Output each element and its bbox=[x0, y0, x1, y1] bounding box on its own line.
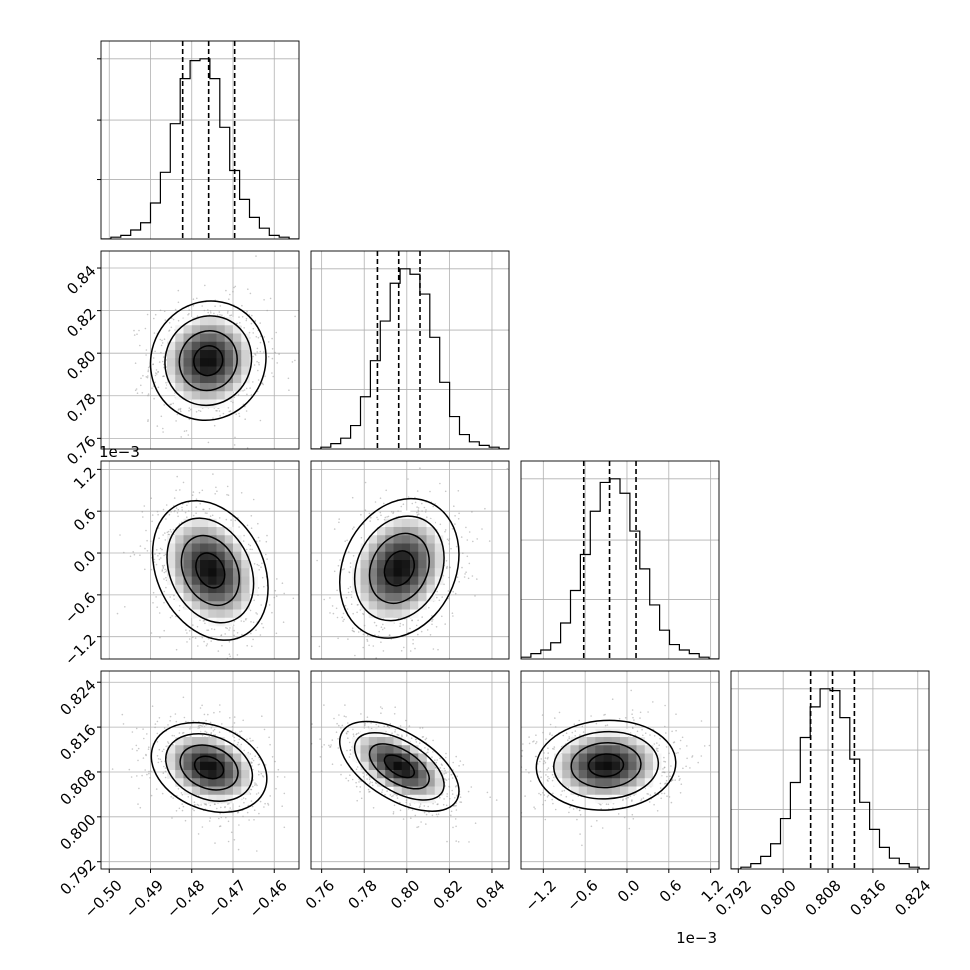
y-tick-label: 0.6 bbox=[70, 505, 100, 535]
hist-panel-0 bbox=[97, 40, 300, 240]
x-tick-label: −0.48 bbox=[163, 876, 208, 921]
histogram-step bbox=[101, 58, 299, 239]
x-tick-label: −0.49 bbox=[122, 876, 167, 921]
axes-frame bbox=[310, 670, 510, 870]
x-tick-label: 0.6 bbox=[656, 876, 686, 906]
contour-line bbox=[587, 753, 625, 778]
axes-frame bbox=[100, 460, 300, 660]
x-tick-label: −0.47 bbox=[204, 876, 249, 921]
contours bbox=[150, 721, 268, 814]
x-tick-label: 0.84 bbox=[472, 876, 508, 912]
contours bbox=[149, 300, 267, 422]
contours bbox=[338, 720, 460, 812]
contour-line bbox=[193, 755, 225, 780]
scatter-panel-1-3 bbox=[310, 670, 510, 873]
contours bbox=[338, 497, 460, 639]
y-tick-label: 0.76 bbox=[63, 432, 99, 468]
density-cells bbox=[554, 728, 662, 804]
hist-panel-2 bbox=[520, 460, 720, 660]
contour-line bbox=[338, 720, 460, 812]
contour-line bbox=[180, 534, 240, 607]
x-tick-label: −0.50 bbox=[81, 876, 126, 921]
contour-line bbox=[149, 300, 267, 422]
grid-lines bbox=[101, 41, 299, 239]
contour-line bbox=[383, 550, 416, 587]
axes-frame bbox=[520, 460, 720, 660]
contour-line bbox=[570, 742, 642, 789]
contour-line bbox=[193, 344, 224, 377]
scatter-panel-0-2 bbox=[97, 460, 300, 660]
hist-panel-1 bbox=[310, 250, 510, 450]
axes-frame bbox=[310, 250, 510, 450]
hist-panel-3 bbox=[730, 670, 930, 873]
contour-line bbox=[338, 497, 460, 639]
x-tick-label: 0.800 bbox=[757, 876, 800, 919]
axes-frame bbox=[520, 670, 720, 870]
axes-frame bbox=[310, 460, 510, 660]
contour-line bbox=[195, 552, 226, 589]
density-cells bbox=[352, 728, 444, 804]
x-tick-label: −1.2 bbox=[521, 876, 559, 914]
contours bbox=[535, 719, 677, 811]
y-tick-label: 0.816 bbox=[56, 721, 99, 764]
y-tick-label: 0.792 bbox=[56, 856, 99, 899]
y-tick-label: 0.824 bbox=[56, 676, 99, 719]
grid-lines bbox=[731, 671, 929, 869]
x-offset-label: 1e−3 bbox=[676, 929, 717, 947]
x-tick-label: 0.76 bbox=[302, 876, 338, 912]
x-tick-label: 0.78 bbox=[344, 876, 380, 912]
x-tick-label: 0.824 bbox=[891, 876, 934, 919]
contour-line bbox=[553, 730, 660, 800]
x-tick-label: 0.808 bbox=[802, 876, 845, 919]
contour-line bbox=[368, 743, 430, 790]
scatter-panel-1-2 bbox=[310, 460, 510, 660]
contour-line bbox=[150, 721, 268, 814]
y-tick-label: 0.82 bbox=[63, 304, 99, 340]
contour-line bbox=[353, 515, 445, 622]
density-cells bbox=[167, 317, 250, 409]
histogram-step bbox=[311, 268, 509, 449]
grid-lines bbox=[101, 671, 299, 869]
contour-line bbox=[179, 744, 239, 791]
axes-frame bbox=[100, 250, 300, 450]
histogram-step bbox=[521, 478, 719, 659]
y-tick-label: −0.6 bbox=[61, 589, 99, 627]
y-tick-label: 0.80 bbox=[63, 347, 99, 383]
contour-line bbox=[535, 719, 677, 811]
contour-line bbox=[166, 517, 255, 624]
x-tick-label: 0.80 bbox=[387, 876, 423, 912]
contour-line bbox=[151, 499, 269, 641]
y-tick-label: 0.84 bbox=[63, 262, 99, 298]
scatter-panel-0-1 bbox=[97, 250, 300, 450]
y-tick-label: −1.2 bbox=[61, 631, 99, 669]
scatter-panel-2-3 bbox=[520, 670, 720, 873]
contour-line bbox=[178, 330, 238, 392]
grid-lines bbox=[311, 251, 509, 449]
x-tick-label: 0.0 bbox=[614, 876, 644, 906]
y-offset-label: 1e−3 bbox=[99, 443, 140, 461]
x-tick-label: 0.816 bbox=[846, 876, 889, 919]
axes-frame bbox=[100, 40, 300, 240]
x-tick-label: −0.46 bbox=[246, 876, 291, 921]
y-tick-label: 0.78 bbox=[63, 390, 99, 426]
contours bbox=[151, 499, 269, 641]
y-tick-label: 0.808 bbox=[56, 766, 99, 809]
contour-line bbox=[383, 754, 416, 779]
scatter-panel-0-3 bbox=[97, 670, 300, 873]
grid-lines bbox=[521, 461, 719, 659]
density-cells bbox=[352, 510, 444, 627]
axes-frame bbox=[100, 670, 300, 870]
contour-line bbox=[164, 315, 253, 407]
contour-line bbox=[368, 532, 430, 604]
y-tick-label: 0.800 bbox=[56, 811, 99, 854]
y-tick-label: 0.0 bbox=[70, 547, 100, 577]
histogram-step bbox=[731, 688, 929, 869]
axes-frame bbox=[730, 670, 930, 870]
contour-line bbox=[165, 733, 254, 802]
x-tick-label: −0.6 bbox=[563, 876, 601, 914]
contour-line bbox=[353, 731, 445, 801]
x-tick-label: 0.82 bbox=[430, 876, 466, 912]
